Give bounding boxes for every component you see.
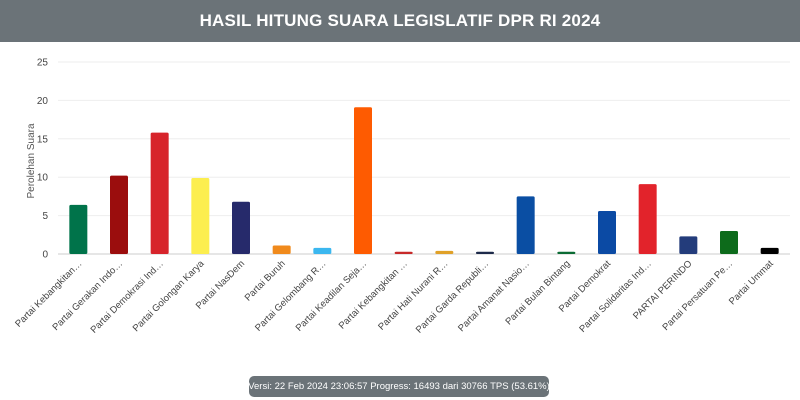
- x-axis-labels: Partai Kebangkitan…Partai Gerakan Indo…P…: [13, 258, 776, 336]
- bar[interactable]: [110, 175, 128, 254]
- bar[interactable]: [638, 184, 657, 254]
- progress-percent: (53.61%): [511, 381, 550, 392]
- x-tick-label: Partai Hati Nurani R…: [376, 258, 450, 332]
- bar[interactable]: [191, 177, 210, 254]
- bar[interactable]: [435, 250, 454, 254]
- bar[interactable]: [557, 251, 576, 254]
- x-tick-label: Partai Kebangkitan…: [13, 258, 84, 329]
- progress-sep: dari: [442, 381, 459, 392]
- x-tick-label: Partai Garda Republi…: [414, 258, 491, 335]
- bar[interactable]: [760, 247, 779, 254]
- y-axis-ticks: 0 5 10 15 20 25: [37, 58, 49, 261]
- x-tick-label: Partai Persatuan Pe…: [660, 258, 735, 333]
- bar[interactable]: [720, 230, 738, 254]
- bar[interactable]: [272, 245, 291, 254]
- progress-done: 16493: [413, 381, 440, 392]
- bar[interactable]: [394, 251, 413, 254]
- bar[interactable]: [150, 132, 169, 254]
- x-tick-label: Partai Golongan Karya: [131, 258, 207, 334]
- bar[interactable]: [598, 210, 616, 254]
- bar[interactable]: [232, 201, 250, 254]
- y-tick-label: 25: [37, 58, 49, 69]
- bar[interactable]: [516, 196, 535, 254]
- x-tick-label: Partai Keadilan Seja…: [294, 258, 369, 333]
- y-tick-label: 15: [37, 134, 49, 145]
- chart-bars: [69, 107, 779, 254]
- bar[interactable]: [313, 247, 332, 254]
- progress-label: Progress:: [370, 381, 411, 392]
- page-title: HASIL HITUNG SUARA LEGISLATIF DPR RI 202…: [0, 0, 800, 42]
- y-tick-label: 10: [37, 173, 49, 184]
- x-tick-label: Partai Demokrasi Ind…: [89, 258, 166, 335]
- bar[interactable]: [354, 107, 372, 254]
- x-tick-label: Partai Gerakan Indo…: [50, 258, 125, 333]
- status-bar: Versi: 22 Feb 2024 23:06:57 Progress: 16…: [248, 376, 550, 397]
- progress-total: 30766: [461, 381, 488, 392]
- x-tick-label: Partai Kebangkitan …: [337, 258, 410, 331]
- x-tick-label: Partai Gelombang R…: [253, 258, 328, 333]
- y-axis-label: Perolehan Suara: [26, 123, 37, 198]
- bar[interactable]: [476, 251, 494, 254]
- x-tick-label: Partai Amanat Nasio…: [456, 258, 532, 334]
- bar[interactable]: [69, 204, 88, 254]
- bar-chart: 0 5 10 15 20 25 Partai Kebangkitan…Partai Ger…: [13, 58, 790, 336]
- version-label: Versi:: [248, 381, 272, 392]
- page-title-text: HASIL HITUNG SUARA LEGISLATIF DPR RI 202…: [199, 11, 601, 30]
- bar[interactable]: [679, 236, 698, 254]
- version-time: 22 Feb 2024 23:06:57: [274, 381, 368, 392]
- x-tick-label: Partai Solidaritas Ind…: [577, 258, 653, 334]
- chart-grid: [58, 61, 790, 255]
- y-tick-label: 5: [42, 211, 48, 222]
- progress-unit: TPS: [490, 381, 509, 392]
- y-tick-label: 0: [42, 250, 48, 261]
- y-tick-label: 20: [37, 96, 49, 107]
